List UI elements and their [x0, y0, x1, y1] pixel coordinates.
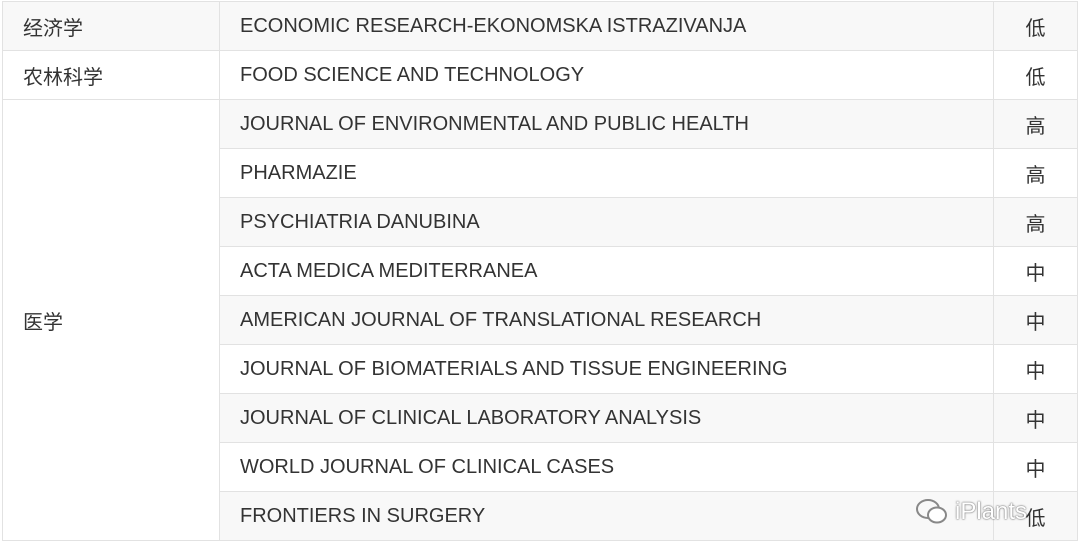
level-cell: 中: [993, 246, 1078, 296]
journal-cell: FOOD SCIENCE AND TECHNOLOGY: [219, 50, 994, 100]
table-row: JOURNAL OF BIOMATERIALS AND TISSUE ENGIN…: [3, 344, 1078, 394]
level-cell: 中: [993, 344, 1078, 394]
field-cell: 经济学: [2, 1, 220, 51]
journal-cell: JOURNAL OF BIOMATERIALS AND TISSUE ENGIN…: [219, 344, 994, 394]
level-cell: 高: [993, 99, 1078, 149]
table-row: 医学 JOURNAL OF ENVIRONMENTAL AND PUBLIC HE…: [2, 99, 1078, 541]
table-row: WORLD JOURNAL OF CLINICAL CASES 中: [3, 442, 1078, 492]
level-cell: 高: [993, 148, 1078, 198]
journal-cell: PSYCHIATRIA DANUBINA: [219, 197, 994, 247]
journal-cell: ECONOMIC RESEARCH-EKONOMSKA ISTRAZIVANJA: [219, 1, 994, 51]
level-cell: 高: [993, 197, 1078, 247]
table-body: 经济学 ECONOMIC RESEARCH-EKONOMSKA ISTRAZIVA…: [2, 1, 1078, 541]
journal-cell: AMERICAN JOURNAL OF TRANSLATIONAL RESEAR…: [219, 295, 994, 345]
level-cell: 中: [993, 442, 1078, 492]
wechat-icon: [916, 499, 947, 524]
table-row: AMERICAN JOURNAL OF TRANSLATIONAL RESEAR…: [3, 295, 1078, 345]
journal-cell: WORLD JOURNAL OF CLINICAL CASES: [219, 442, 994, 492]
level-cell: 低: [993, 1, 1078, 51]
table-row: JOURNAL OF CLINICAL LABORATORY ANALYSIS 中: [3, 393, 1078, 443]
watermark: iPlants: [915, 498, 1027, 526]
level-cell: 中: [993, 295, 1078, 345]
level-cell: 低: [993, 50, 1078, 100]
journal-cell: ACTA MEDICA MEDITERRANEA: [219, 246, 994, 296]
level-cell: 中: [993, 393, 1078, 443]
watermark-text: iPlants: [955, 498, 1028, 525]
level-cell: 低: [993, 491, 1078, 541]
table-row: PSYCHIATRIA DANUBINA 高: [3, 197, 1078, 247]
table-row: 经济学 ECONOMIC RESEARCH-EKONOMSKA ISTRAZIVA…: [2, 1, 1078, 51]
journal-cell: JOURNAL OF CLINICAL LABORATORY ANALYSIS: [219, 393, 994, 443]
journal-cell: FRONTIERS IN SURGERY: [219, 491, 994, 541]
field-cell: 农林科学: [2, 50, 220, 100]
journal-table: 经济学 ECONOMIC RESEARCH-EKONOMSKA ISTRAZIVA…: [2, 1, 1078, 541]
journal-cell: JOURNAL OF ENVIRONMENTAL AND PUBLIC HEAL…: [219, 99, 994, 149]
field-cell: 医学: [2, 99, 220, 541]
table-row: PHARMAZIE 高: [3, 148, 1078, 198]
table-row: 农林科学 FOOD SCIENCE AND TECHNOLOGY 低: [2, 50, 1078, 100]
table-row: ACTA MEDICA MEDITERRANEA 中: [3, 246, 1078, 296]
journal-cell: PHARMAZIE: [219, 148, 994, 198]
table-row: FRONTIERS IN SURGERY 低: [3, 491, 1078, 541]
